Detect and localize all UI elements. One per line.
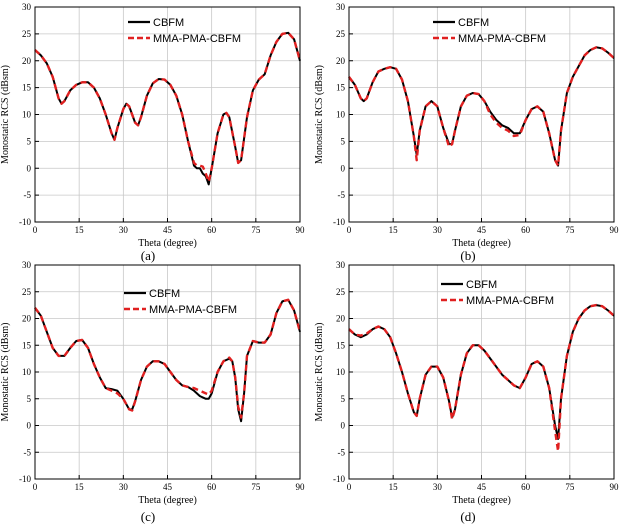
legend-label-mma-pma-cbfm: MMA-PMA-CBFM <box>458 33 546 45</box>
x-axis-label: Theta (degree) <box>452 495 511 506</box>
x-tick-label: 0 <box>347 225 352 235</box>
x-tick-label: 60 <box>207 482 217 492</box>
x-tick-label: 30 <box>433 225 443 235</box>
legend-label-cbfm: CBFM <box>458 17 489 29</box>
y-tick-label: -10 <box>19 474 31 484</box>
x-tick-label: 45 <box>163 482 173 492</box>
y-tick-label: 30 <box>22 260 32 270</box>
x-tick-label: 45 <box>477 482 487 492</box>
y-tick-label: 30 <box>336 2 346 12</box>
y-tick-label: 20 <box>336 56 346 66</box>
y-tick-label: 15 <box>22 83 32 93</box>
y-tick-label: 5 <box>341 394 346 404</box>
x-tick-label: 15 <box>75 225 85 235</box>
x-tick-label: 75 <box>251 225 261 235</box>
y-tick-label: 25 <box>22 29 32 39</box>
y-tick-label: 25 <box>22 287 32 297</box>
x-tick-label: 75 <box>565 225 575 235</box>
series-line-mma-pma-cbfm <box>348 46 615 167</box>
x-tick-label: 60 <box>207 225 217 235</box>
y-tick-label: 15 <box>22 340 32 350</box>
x-tick-label: 75 <box>565 482 575 492</box>
y-tick-label: -10 <box>333 474 345 484</box>
y-tick-label: 10 <box>336 367 346 377</box>
y-tick-label: 5 <box>341 136 346 146</box>
legend-label-cbfm: CBFM <box>466 279 497 291</box>
y-tick-label: 10 <box>22 110 32 120</box>
chart-panel-b: 0 15 30 45 60 75 90 -10 -5 0 5 10 15 20 25 30 Theta (deg… <box>314 2 619 263</box>
x-tick-label: 90 <box>296 482 306 492</box>
series-line-mma-pma-cbfm <box>348 303 615 453</box>
legend: CBFM MMA-PMA-CBFM <box>441 279 554 307</box>
y-tick-label: -5 <box>338 190 346 200</box>
y-axis-label: Monostatic RCS (dBsm) <box>0 323 11 422</box>
x-tick-label: 0 <box>347 482 352 492</box>
y-tick-label: 25 <box>336 287 346 297</box>
y-axis-label: Monostatic RCS (dBsm) <box>314 323 325 422</box>
x-tick-label: 60 <box>521 225 531 235</box>
y-tick-label: -5 <box>24 447 32 457</box>
y-tick-label: 25 <box>336 29 346 39</box>
x-tick-label: 45 <box>477 225 487 235</box>
x-tick-label: 15 <box>389 482 399 492</box>
x-tick-label: 45 <box>163 225 173 235</box>
x-axis-label: Theta (degree) <box>138 238 197 249</box>
legend-label-cbfm: CBFM <box>153 17 184 29</box>
y-tick-label: 0 <box>27 421 32 431</box>
x-axis-label: Theta (degree) <box>452 238 511 249</box>
y-tick-label: 20 <box>22 314 32 324</box>
x-tick-label: 30 <box>119 225 129 235</box>
x-tick-label: 90 <box>610 225 620 235</box>
legend: CBFM MMA-PMA-CBFM <box>433 17 546 45</box>
x-axis-label: Theta (degree) <box>138 495 197 506</box>
x-tick-label: 15 <box>389 225 399 235</box>
panel-caption: (b) <box>460 248 475 263</box>
legend: CBFM MMA-PMA-CBFM <box>128 17 241 45</box>
chart-panel-a: 0 15 30 45 60 75 90 -10 -5 0 5 10 15 20 25 30 Theta (deg… <box>0 2 305 263</box>
x-tick-label: 0 <box>33 225 38 235</box>
panel-caption: (d) <box>460 509 475 524</box>
series-line-mma-pma-cbfm <box>34 31 302 183</box>
x-tick-label: 90 <box>296 225 306 235</box>
y-tick-label: 0 <box>27 163 32 173</box>
y-tick-label: 15 <box>336 83 346 93</box>
y-tick-label: -5 <box>24 190 32 200</box>
x-tick-label: 75 <box>251 482 261 492</box>
y-tick-label: 10 <box>22 367 32 377</box>
x-tick-label: 90 <box>610 482 620 492</box>
x-tick-label: 30 <box>119 482 129 492</box>
y-tick-label: 30 <box>336 260 346 270</box>
y-axis-label: Monostatic RCS (dBsm) <box>314 65 325 164</box>
y-tick-label: 20 <box>336 314 346 324</box>
chart-panel-d: 0 15 30 45 60 75 90 -10 -5 0 5 10 15 20 25 30 Theta (deg… <box>314 260 619 524</box>
legend-label-cbfm: CBFM <box>149 288 180 300</box>
legend-label-mma-pma-cbfm: MMA-PMA-CBFM <box>149 304 237 316</box>
panel-caption: (a) <box>141 248 155 263</box>
y-tick-label: 20 <box>22 56 32 66</box>
y-tick-label: 30 <box>22 2 32 12</box>
x-tick-label: 60 <box>521 482 531 492</box>
y-tick-label: -5 <box>338 447 346 457</box>
y-tick-label: 0 <box>341 421 346 431</box>
y-axis-label: Monostatic RCS (dBsm) <box>0 65 11 164</box>
y-tick-label: -10 <box>19 217 31 227</box>
x-tick-label: 30 <box>433 482 443 492</box>
legend-label-mma-pma-cbfm: MMA-PMA-CBFM <box>153 33 241 45</box>
y-tick-label: 15 <box>336 340 346 350</box>
panel-caption: (c) <box>141 509 155 524</box>
y-tick-label: 0 <box>341 163 346 173</box>
x-tick-label: 0 <box>33 482 38 492</box>
series-line-mma-pma-cbfm <box>34 298 302 419</box>
x-tick-label: 15 <box>75 482 85 492</box>
y-tick-label: 5 <box>27 136 32 146</box>
y-tick-label: 5 <box>27 394 32 404</box>
legend-label-mma-pma-cbfm: MMA-PMA-CBFM <box>466 295 554 307</box>
chart-panel-c: 0 15 30 45 60 75 90 -10 -5 0 5 10 15 20 25 30 Theta (deg… <box>0 260 305 524</box>
y-tick-label: -10 <box>333 217 345 227</box>
y-tick-label: 10 <box>336 110 346 120</box>
legend: CBFM MMA-PMA-CBFM <box>124 288 237 316</box>
